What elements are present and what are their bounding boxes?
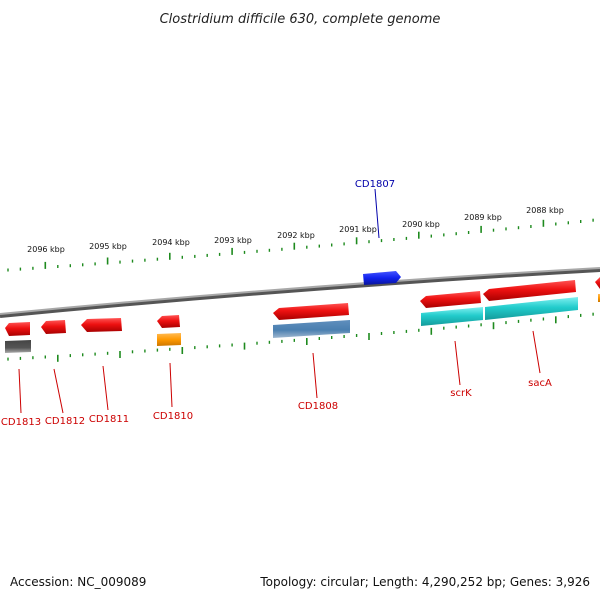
leader-cd1810: [169, 362, 173, 408]
gene-label-cd1812[interactable]: CD1812: [45, 416, 85, 427]
gene-label-cd1813[interactable]: CD1813: [1, 417, 41, 428]
feature-orange-cd1810[interactable]: [157, 333, 181, 346]
gene-cd1811[interactable]: [81, 318, 122, 332]
feature-cyan-scrK[interactable]: [421, 307, 483, 326]
scale-label-2090: 2090 kbp: [402, 220, 440, 229]
scale-label-2096: 2096 kbp: [27, 245, 65, 254]
gene-scrK[interactable]: [420, 291, 481, 308]
scale-ticks-outer: [7, 218, 594, 272]
gene-label-cd1810[interactable]: CD1810: [153, 411, 193, 422]
gene-label-scrK[interactable]: scrK: [450, 388, 472, 399]
gene-cd1810[interactable]: [157, 315, 180, 328]
genome-backbone: [0, 267, 600, 315]
genome-backbone-shadow: [0, 268, 600, 318]
leader-cd1811: [102, 365, 109, 411]
leader-scrK: [454, 340, 461, 386]
scale-label-2089: 2089 kbp: [464, 213, 502, 222]
scale-label-2094: 2094 kbp: [152, 238, 190, 247]
gene-cd1812[interactable]: [41, 320, 66, 334]
scale-ticks-inner: [7, 312, 594, 362]
leader-cd1813: [18, 368, 22, 414]
gene-partial-edge[interactable]: [595, 277, 600, 289]
scale-label-2093: 2093 kbp: [214, 236, 252, 245]
accession-text: Accession: NC_009089: [10, 575, 146, 589]
scale-label-2092: 2092 kbp: [277, 231, 315, 240]
leader-cd1808: [312, 352, 318, 399]
gene-label-sacA[interactable]: sacA: [528, 378, 552, 389]
feature-cyan-sacA[interactable]: [485, 297, 578, 320]
scale-label-2095: 2095 kbp: [89, 242, 127, 251]
gene-sacA[interactable]: [483, 280, 576, 301]
leader-cd1807: [374, 188, 380, 239]
gene-cd1813[interactable]: [5, 322, 30, 336]
gene-cd1808[interactable]: [273, 303, 349, 320]
scale-label-2091: 2091 kbp: [339, 225, 377, 234]
feature-gray-cd1813[interactable]: [5, 340, 31, 353]
gene-label-cd1811[interactable]: CD1811: [89, 414, 129, 425]
gene-label-cd1807[interactable]: CD1807: [355, 179, 395, 190]
scale-label-2088: 2088 kbp: [526, 206, 564, 215]
leader-cd1812: [53, 368, 64, 414]
gene-label-cd1808[interactable]: CD1808: [298, 401, 338, 412]
leader-sacA: [532, 330, 541, 374]
gene-cd1807[interactable]: [363, 271, 401, 285]
map-title: Clostridium difficile 630, complete geno…: [160, 12, 441, 27]
genome-summary-text: Topology: circular; Length: 4,290,252 bp…: [259, 575, 590, 589]
feature-steel-cd1808[interactable]: [273, 320, 350, 338]
